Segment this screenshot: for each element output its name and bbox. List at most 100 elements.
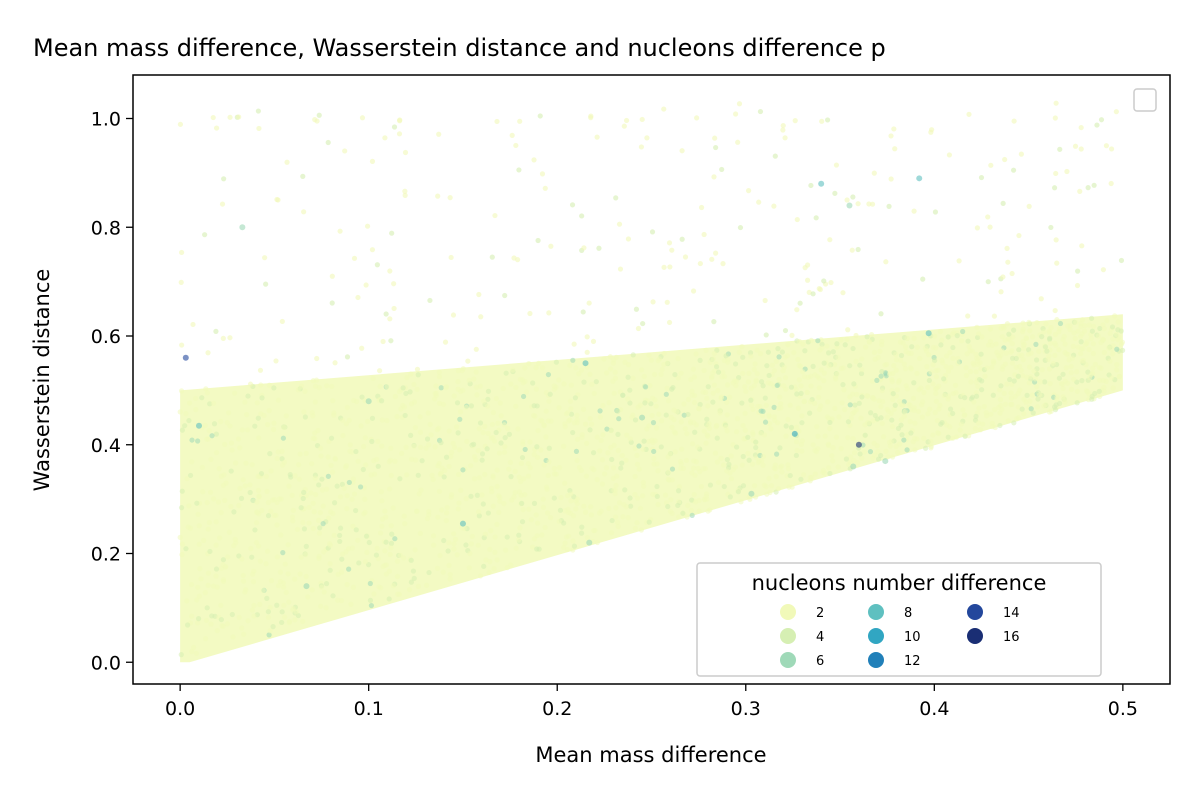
- data-point: [654, 493, 660, 500]
- data-point: [785, 462, 791, 468]
- data-point: [556, 377, 562, 383]
- data-point: [984, 365, 990, 371]
- data-point: [962, 412, 968, 418]
- data-point: [179, 342, 185, 348]
- data-point: [757, 430, 764, 436]
- data-point: [579, 524, 585, 530]
- data-point: [793, 386, 799, 392]
- data-point: [780, 122, 786, 129]
- data-point: [324, 383, 330, 389]
- data-point: [740, 422, 746, 429]
- data-point: [747, 496, 753, 502]
- data-point: [592, 527, 598, 534]
- data-point: [229, 611, 235, 618]
- data-point: [465, 358, 471, 364]
- data-point: [952, 382, 959, 388]
- data-point: [255, 108, 261, 114]
- data-point: [454, 400, 461, 406]
- data-point: [928, 369, 934, 375]
- data-point: [782, 354, 788, 360]
- data-point: [898, 352, 905, 359]
- data-point: [1052, 307, 1058, 314]
- data-point: [640, 446, 646, 452]
- data-point: [697, 260, 703, 267]
- data-point: [213, 519, 219, 525]
- data-point: [835, 354, 841, 361]
- data-point: [725, 357, 731, 363]
- data-point: [928, 438, 934, 445]
- data-point: [582, 421, 589, 427]
- data-point: [526, 506, 532, 512]
- data-point: [973, 413, 979, 419]
- data-point: [198, 576, 204, 582]
- data-point: [414, 386, 420, 392]
- data-point: [371, 591, 377, 597]
- data-point: [430, 533, 437, 539]
- data-point: [495, 420, 501, 426]
- data-point: [392, 536, 398, 542]
- data-point: [254, 509, 261, 515]
- data-point: [379, 523, 385, 529]
- data-point: [998, 402, 1004, 409]
- data-point: [702, 497, 708, 503]
- data-point: [302, 414, 308, 420]
- data-point: [290, 507, 296, 513]
- data-point: [185, 622, 191, 628]
- data-point: [571, 420, 577, 426]
- data-point: [904, 335, 910, 342]
- data-point: [972, 425, 979, 432]
- data-point: [919, 414, 926, 420]
- data-point: [504, 534, 510, 540]
- data-point: [589, 421, 595, 427]
- data-point: [452, 536, 459, 542]
- data-point: [746, 370, 752, 376]
- data-point: [477, 420, 484, 426]
- data-point: [998, 289, 1004, 295]
- data-point: [988, 411, 994, 417]
- data-point: [651, 461, 657, 467]
- data-point: [489, 421, 496, 428]
- data-point: [515, 257, 521, 263]
- data-point: [682, 426, 688, 432]
- data-point: [763, 332, 769, 338]
- data-point: [1057, 320, 1064, 327]
- data-point: [775, 346, 781, 352]
- data-point: [780, 127, 786, 133]
- data-point: [772, 462, 778, 468]
- data-point: [908, 430, 914, 436]
- data-point: [930, 381, 936, 387]
- data-point: [991, 313, 998, 319]
- data-point: [1033, 357, 1040, 363]
- data-point: [330, 593, 336, 599]
- data-point: [525, 461, 531, 467]
- data-point: [344, 404, 350, 411]
- data-point: [533, 386, 540, 392]
- data-point: [772, 417, 778, 423]
- data-point: [415, 472, 421, 478]
- data-point: [338, 597, 345, 604]
- data-point: [1037, 379, 1043, 385]
- data-point: [479, 451, 486, 457]
- data-point: [851, 450, 858, 456]
- data-point: [529, 544, 536, 550]
- data-point: [558, 494, 564, 501]
- data-point: [1098, 339, 1104, 345]
- data-point: [950, 355, 956, 361]
- data-point: [656, 356, 663, 362]
- data-point: [286, 618, 293, 625]
- data-point: [364, 223, 371, 229]
- data-point: [871, 349, 878, 355]
- data-point: [604, 370, 610, 376]
- data-point: [423, 445, 429, 451]
- data-point: [654, 483, 660, 490]
- data-point: [833, 376, 839, 382]
- data-point: [840, 290, 846, 296]
- data-point: [456, 471, 462, 478]
- data-point: [991, 407, 998, 413]
- data-point: [852, 402, 858, 408]
- data-point: [1052, 352, 1058, 358]
- data-point: [539, 532, 545, 538]
- data-point: [673, 409, 680, 415]
- data-point: [883, 371, 889, 377]
- data-point: [205, 582, 211, 588]
